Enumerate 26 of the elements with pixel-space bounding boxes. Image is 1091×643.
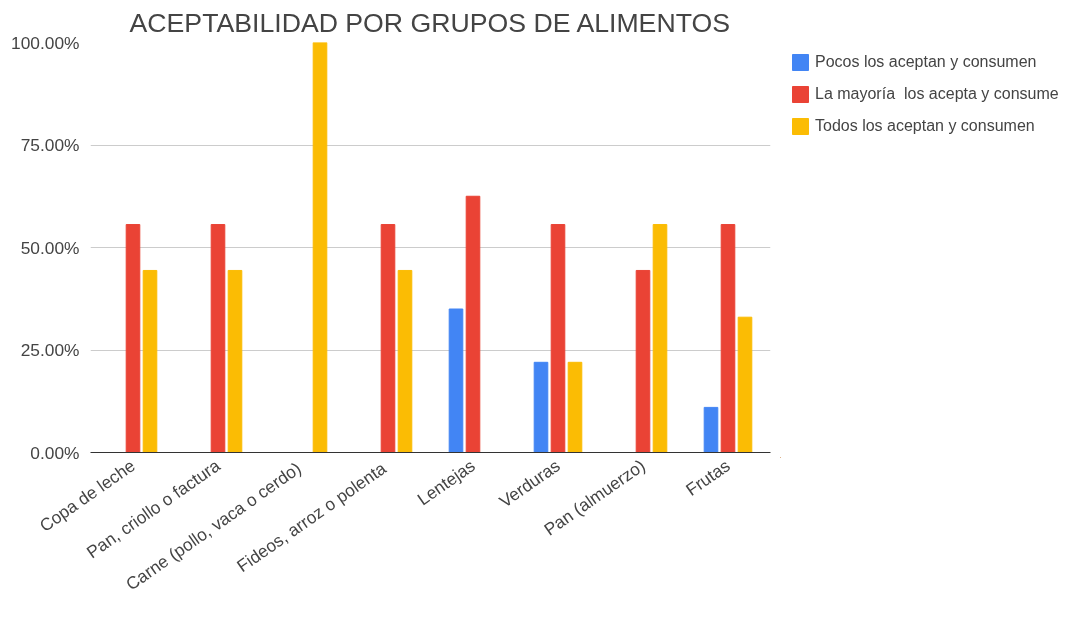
- bar: [652, 224, 668, 453]
- bar: [737, 316, 753, 453]
- y-tick-label: 50.00%: [20, 237, 80, 258]
- bar: [703, 406, 719, 453]
- legend-label: Pocos los aceptan y consumen: [815, 53, 1037, 71]
- bar: [142, 269, 158, 453]
- bar: [210, 224, 226, 453]
- legend-label: La mayoría los acepta y consume: [815, 85, 1059, 103]
- bar: [465, 195, 481, 453]
- bar: [125, 224, 141, 453]
- bar: [380, 224, 396, 453]
- bar: [567, 361, 583, 453]
- y-tick-label: 75.00%: [20, 135, 80, 155]
- y-tick-label: 25.00%: [20, 340, 80, 360]
- bar: [312, 42, 328, 453]
- bar: [550, 224, 566, 453]
- bar: [397, 269, 413, 453]
- y-tick-label: 0.00%: [30, 442, 80, 463]
- bar: [533, 361, 549, 453]
- bar: [448, 308, 464, 453]
- legend-label: Todos los aceptan y consumen: [815, 117, 1035, 135]
- bar: [635, 269, 651, 453]
- y-tick-label: 100.00%: [11, 32, 80, 53]
- chart-title: ACEPTABILIDAD POR GRUPOS DE ALIMENTOS: [129, 7, 730, 38]
- bar: [720, 224, 736, 453]
- bar: [227, 269, 243, 453]
